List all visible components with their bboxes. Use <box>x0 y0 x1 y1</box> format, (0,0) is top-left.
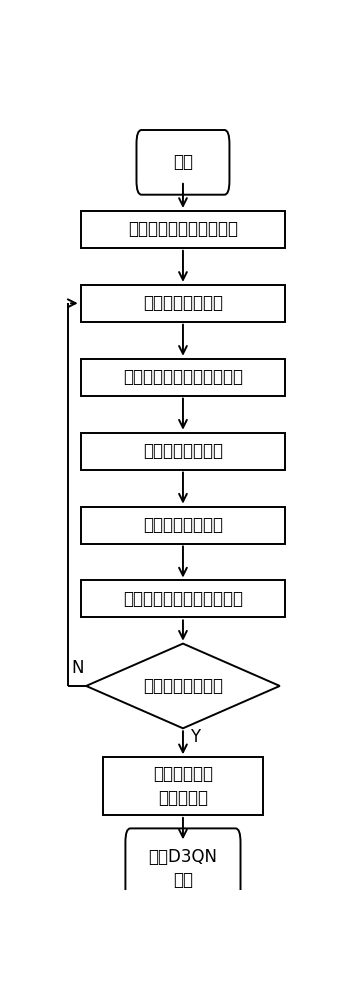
Text: 更新发现者的位置: 更新发现者的位置 <box>143 442 223 460</box>
Text: Y: Y <box>190 728 200 746</box>
FancyBboxPatch shape <box>81 580 285 617</box>
FancyBboxPatch shape <box>81 433 285 470</box>
Text: 将种群分为发现者和跟随者: 将种群分为发现者和跟随者 <box>123 368 243 386</box>
Polygon shape <box>86 644 280 728</box>
FancyBboxPatch shape <box>125 828 241 908</box>
Text: 误差是否满足要求: 误差是否满足要求 <box>143 677 223 695</box>
Text: 开始: 开始 <box>173 153 193 171</box>
FancyBboxPatch shape <box>136 130 230 195</box>
Text: 随机选择侦察者并更新位置: 随机选择侦察者并更新位置 <box>123 590 243 608</box>
Text: 输出误差最小
的个体向量: 输出误差最小 的个体向量 <box>153 765 213 807</box>
FancyBboxPatch shape <box>81 507 285 544</box>
Text: 进行D3QN
训练: 进行D3QN 训练 <box>149 848 217 889</box>
Text: 随机初始化浓度向量种群: 随机初始化浓度向量种群 <box>128 220 238 238</box>
FancyBboxPatch shape <box>103 757 263 815</box>
Text: 计算个体的适应度: 计算个体的适应度 <box>143 294 223 312</box>
Text: N: N <box>71 659 84 677</box>
FancyBboxPatch shape <box>81 359 285 396</box>
Text: 更新跟随者的位置: 更新跟随者的位置 <box>143 516 223 534</box>
FancyBboxPatch shape <box>81 211 285 248</box>
FancyBboxPatch shape <box>81 285 285 322</box>
